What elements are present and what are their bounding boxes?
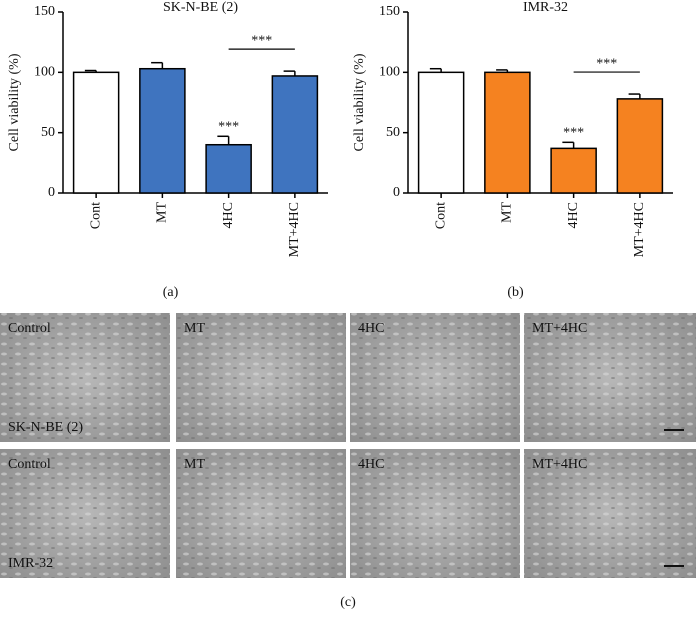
micrograph-texture: [176, 313, 346, 442]
x-tick-label: MT+4HC: [632, 202, 647, 257]
significance: ***: [563, 126, 584, 141]
chart-title: SK-N-BE (2): [163, 0, 238, 15]
chart-title: IMR-32: [523, 0, 568, 15]
bar: [139, 67, 186, 194]
bar: [484, 71, 531, 194]
micrograph-label: MT+4HC: [532, 321, 587, 336]
y-tick-label: 0: [48, 185, 55, 200]
y-tick-label: 100: [379, 65, 400, 80]
bar: [417, 71, 465, 194]
panel-caption: (b): [507, 285, 524, 300]
bar: [616, 98, 664, 194]
y-axis-label: Cell viability (%): [352, 53, 367, 151]
x-tick-label: 4HC: [221, 202, 236, 228]
y-tick-label: 150: [379, 4, 400, 19]
micrograph-texture: [350, 449, 520, 578]
micrograph-label: MT: [184, 457, 205, 472]
y-tick-label: 0: [393, 185, 400, 200]
micrograph-texture: [524, 449, 696, 578]
micrograph-label: MT: [184, 321, 205, 336]
row-label: IMR-32: [8, 556, 53, 571]
panel-caption: (c): [340, 595, 356, 610]
micrograph-label: MT+4HC: [532, 457, 587, 472]
x-tick-label: 4HC: [566, 202, 581, 228]
micrograph-label: 4HC: [358, 321, 384, 336]
x-tick-label: Cont: [88, 202, 103, 229]
micrograph-texture: [0, 449, 170, 578]
x-tick-label: MT: [500, 202, 515, 223]
x-tick-label: Cont: [433, 202, 448, 229]
panel-caption: (a): [163, 285, 179, 300]
y-tick-label: 50: [386, 125, 400, 140]
y-axis-label: Cell viability (%): [7, 53, 22, 151]
micrograph-texture: [524, 313, 696, 442]
micrograph-label: Control: [8, 321, 51, 336]
bar: [205, 143, 252, 194]
bar: [72, 71, 120, 194]
y-tick-label: 100: [34, 65, 55, 80]
micrograph-texture: [350, 313, 520, 442]
bracket-label: ***: [596, 56, 617, 71]
bracket-label: ***: [251, 33, 272, 48]
x-tick-label: MT: [155, 202, 170, 223]
y-tick-label: 150: [34, 4, 55, 19]
bar: [271, 75, 319, 194]
x-tick-label: MT+4HC: [287, 202, 302, 257]
significance: ***: [218, 120, 239, 135]
row-label: SK-N-BE (2): [8, 420, 83, 435]
y-tick-label: 50: [41, 125, 55, 140]
micrograph-texture: [0, 313, 170, 442]
bar: [550, 147, 597, 194]
micrograph-label: Control: [8, 457, 51, 472]
micrograph-label: 4HC: [358, 457, 384, 472]
micrograph-texture: [176, 449, 346, 578]
